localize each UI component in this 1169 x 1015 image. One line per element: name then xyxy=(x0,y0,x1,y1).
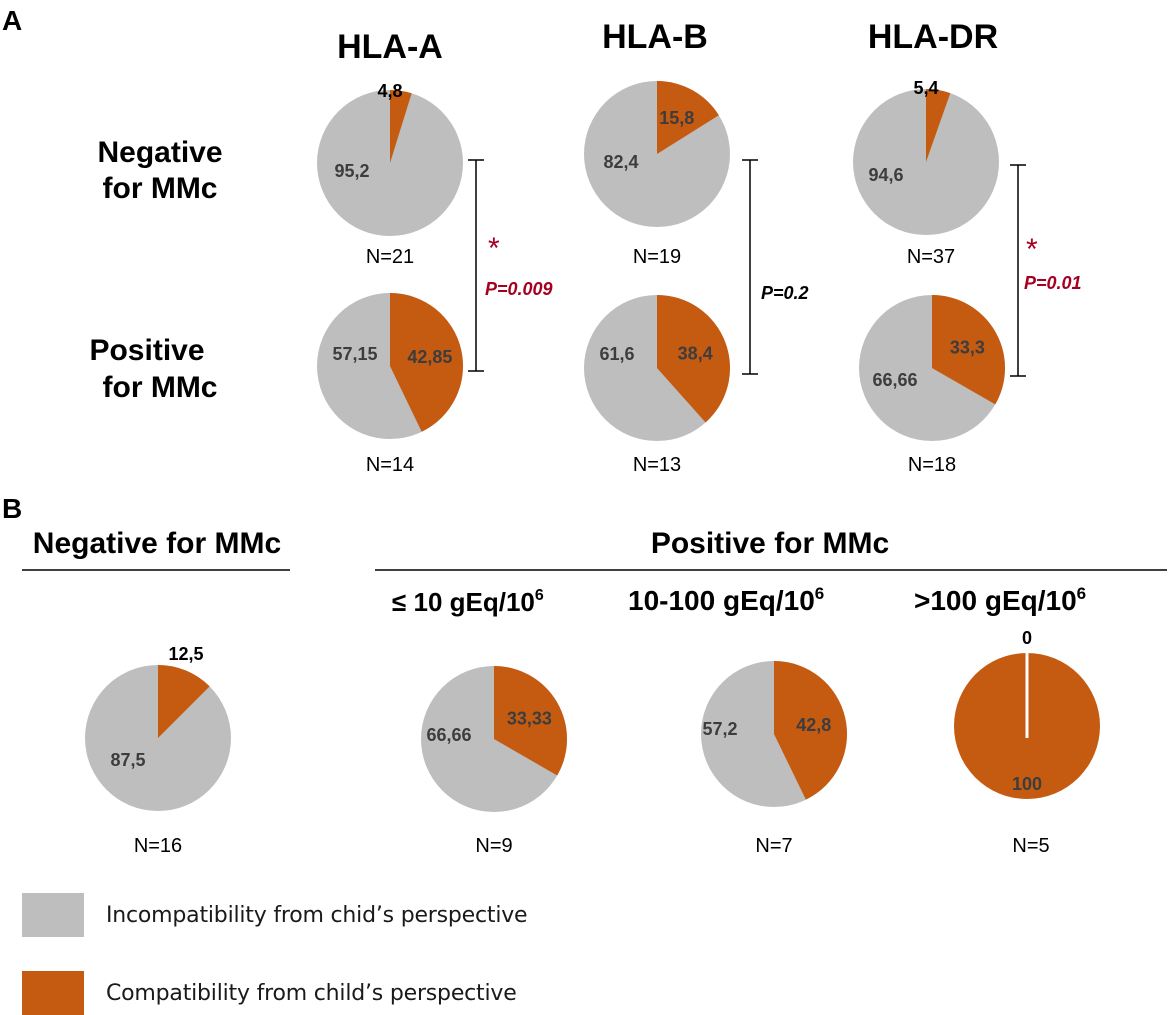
pie-a-6-label-compatible: 33,3 xyxy=(950,338,985,358)
pie-b-4-label-incompatible: 0 xyxy=(1022,628,1032,648)
pie-b-3-label-compatible: 42,8 xyxy=(796,715,831,735)
pie-a-6-n-label: N=18 xyxy=(908,454,956,476)
p-value-hla-b: P=0.2 xyxy=(761,283,809,303)
pie-a-2-label-incompatible: 82,4 xyxy=(603,152,638,172)
pie-a-1-slice-compatible xyxy=(390,90,412,163)
legend-item-compatible: Compatibility from child’s perspective xyxy=(22,971,517,1015)
pie-a-3-slice-compatible xyxy=(926,89,951,162)
pie-b-1-label-incompatible: 87,5 xyxy=(110,750,145,770)
pie-a-3-n-label: N=37 xyxy=(907,246,955,268)
pie-b-4-n-label: N=5 xyxy=(1012,835,1049,857)
pie-a-4-n-label: N=14 xyxy=(366,454,414,476)
p-value-hla-a: P=0.009 xyxy=(485,279,553,299)
pie-charts: 4,8 95,2 N=21 15,8 82,4 N=19 5,4 94,6 N=37 42,85 5… xyxy=(85,78,1100,857)
pie-b-3-n-label: N=7 xyxy=(755,835,792,857)
pie-a-1-label-incompatible: 95,2 xyxy=(334,161,369,181)
pie-a-4-label-compatible: 42,85 xyxy=(407,347,452,367)
legend-label-compatible: Compatibility from child’s perspective xyxy=(106,980,517,1006)
sub-header-mid: 10-100 gEq/106 xyxy=(628,584,824,616)
pie-a-1-label-compatible: 4,8 xyxy=(377,81,402,101)
comparison-bracket-hla-a xyxy=(468,159,484,372)
column-title-hla-b: HLA-B xyxy=(602,18,708,56)
row-label-positive-line1: Positive xyxy=(89,334,204,367)
pie-b-2-n-label: N=9 xyxy=(475,835,512,857)
pie-b-2-label-incompatible: 66,66 xyxy=(426,725,471,745)
panel-b-negative-header: Negative for MMc xyxy=(33,527,281,560)
column-title-hla-dr: HLA-DR xyxy=(868,18,998,56)
significance-star-hla-dr: * xyxy=(1026,233,1038,266)
sub-header-low: ≤ 10 gEq/106 xyxy=(392,587,544,617)
pie-a-5-slice-compatible xyxy=(657,295,730,423)
pie-a-3-label-compatible: 5,4 xyxy=(913,78,938,98)
pie-b-2-slice-compatible xyxy=(494,666,568,776)
p-value-hla-dr: P=0.01 xyxy=(1024,273,1082,293)
row-label-negative-line2: for MMc xyxy=(103,172,218,205)
pie-b-1-slice-compatible xyxy=(158,665,210,738)
pie-a-2-n-label: N=19 xyxy=(633,246,681,268)
significance-star-hla-a: * xyxy=(488,232,500,265)
panel-a-letter: A xyxy=(2,5,22,36)
pie-a-4-slice-compatible xyxy=(390,293,464,432)
comparison-bracket-hla-b xyxy=(742,159,758,375)
pie-a-5-label-compatible: 38,4 xyxy=(678,343,713,363)
pie-b-1-n-label: N=16 xyxy=(134,835,182,857)
column-title-hla-a: HLA-A xyxy=(337,28,443,66)
pie-a-6-slice-compatible xyxy=(932,295,1006,405)
pie-b-3-label-incompatible: 57,2 xyxy=(702,719,737,739)
row-label-positive-line2: for MMc xyxy=(103,371,218,404)
sub-header-high: >100 gEq/106 xyxy=(914,584,1086,616)
pie-a-5-label-incompatible: 61,6 xyxy=(599,344,634,364)
pie-a-4-label-incompatible: 57,15 xyxy=(332,344,377,364)
pie-a-1-n-label: N=21 xyxy=(366,246,414,268)
pie-a-3-label-incompatible: 94,6 xyxy=(868,165,903,185)
pie-a-6-label-incompatible: 66,66 xyxy=(872,370,917,390)
pie-b-2-label-compatible: 33,33 xyxy=(507,709,552,729)
pie-b-3-slice-compatible xyxy=(774,661,848,800)
row-label-negative-line1: Negative xyxy=(97,136,222,169)
comparison-bracket-hla-dr xyxy=(1010,164,1026,377)
panel-b-positive-header: Positive for MMc xyxy=(651,527,889,560)
legend-item-incompatible: Incompatibility from chid’s perspective xyxy=(22,893,528,937)
pie-a-2-slice-compatible xyxy=(657,81,719,154)
panel-b-letter: B xyxy=(2,493,22,524)
legend-label-incompatible: Incompatibility from chid’s perspective xyxy=(106,902,528,928)
pie-a-5-n-label: N=13 xyxy=(633,454,681,476)
legend-swatch-incompatible xyxy=(22,893,84,937)
pie-b-4-label-compatible: 100 xyxy=(1012,774,1042,794)
pie-b-1-label-compatible: 12,5 xyxy=(168,644,203,664)
legend-swatch-compatible xyxy=(22,971,84,1015)
pie-a-2-label-compatible: 15,8 xyxy=(659,108,694,128)
